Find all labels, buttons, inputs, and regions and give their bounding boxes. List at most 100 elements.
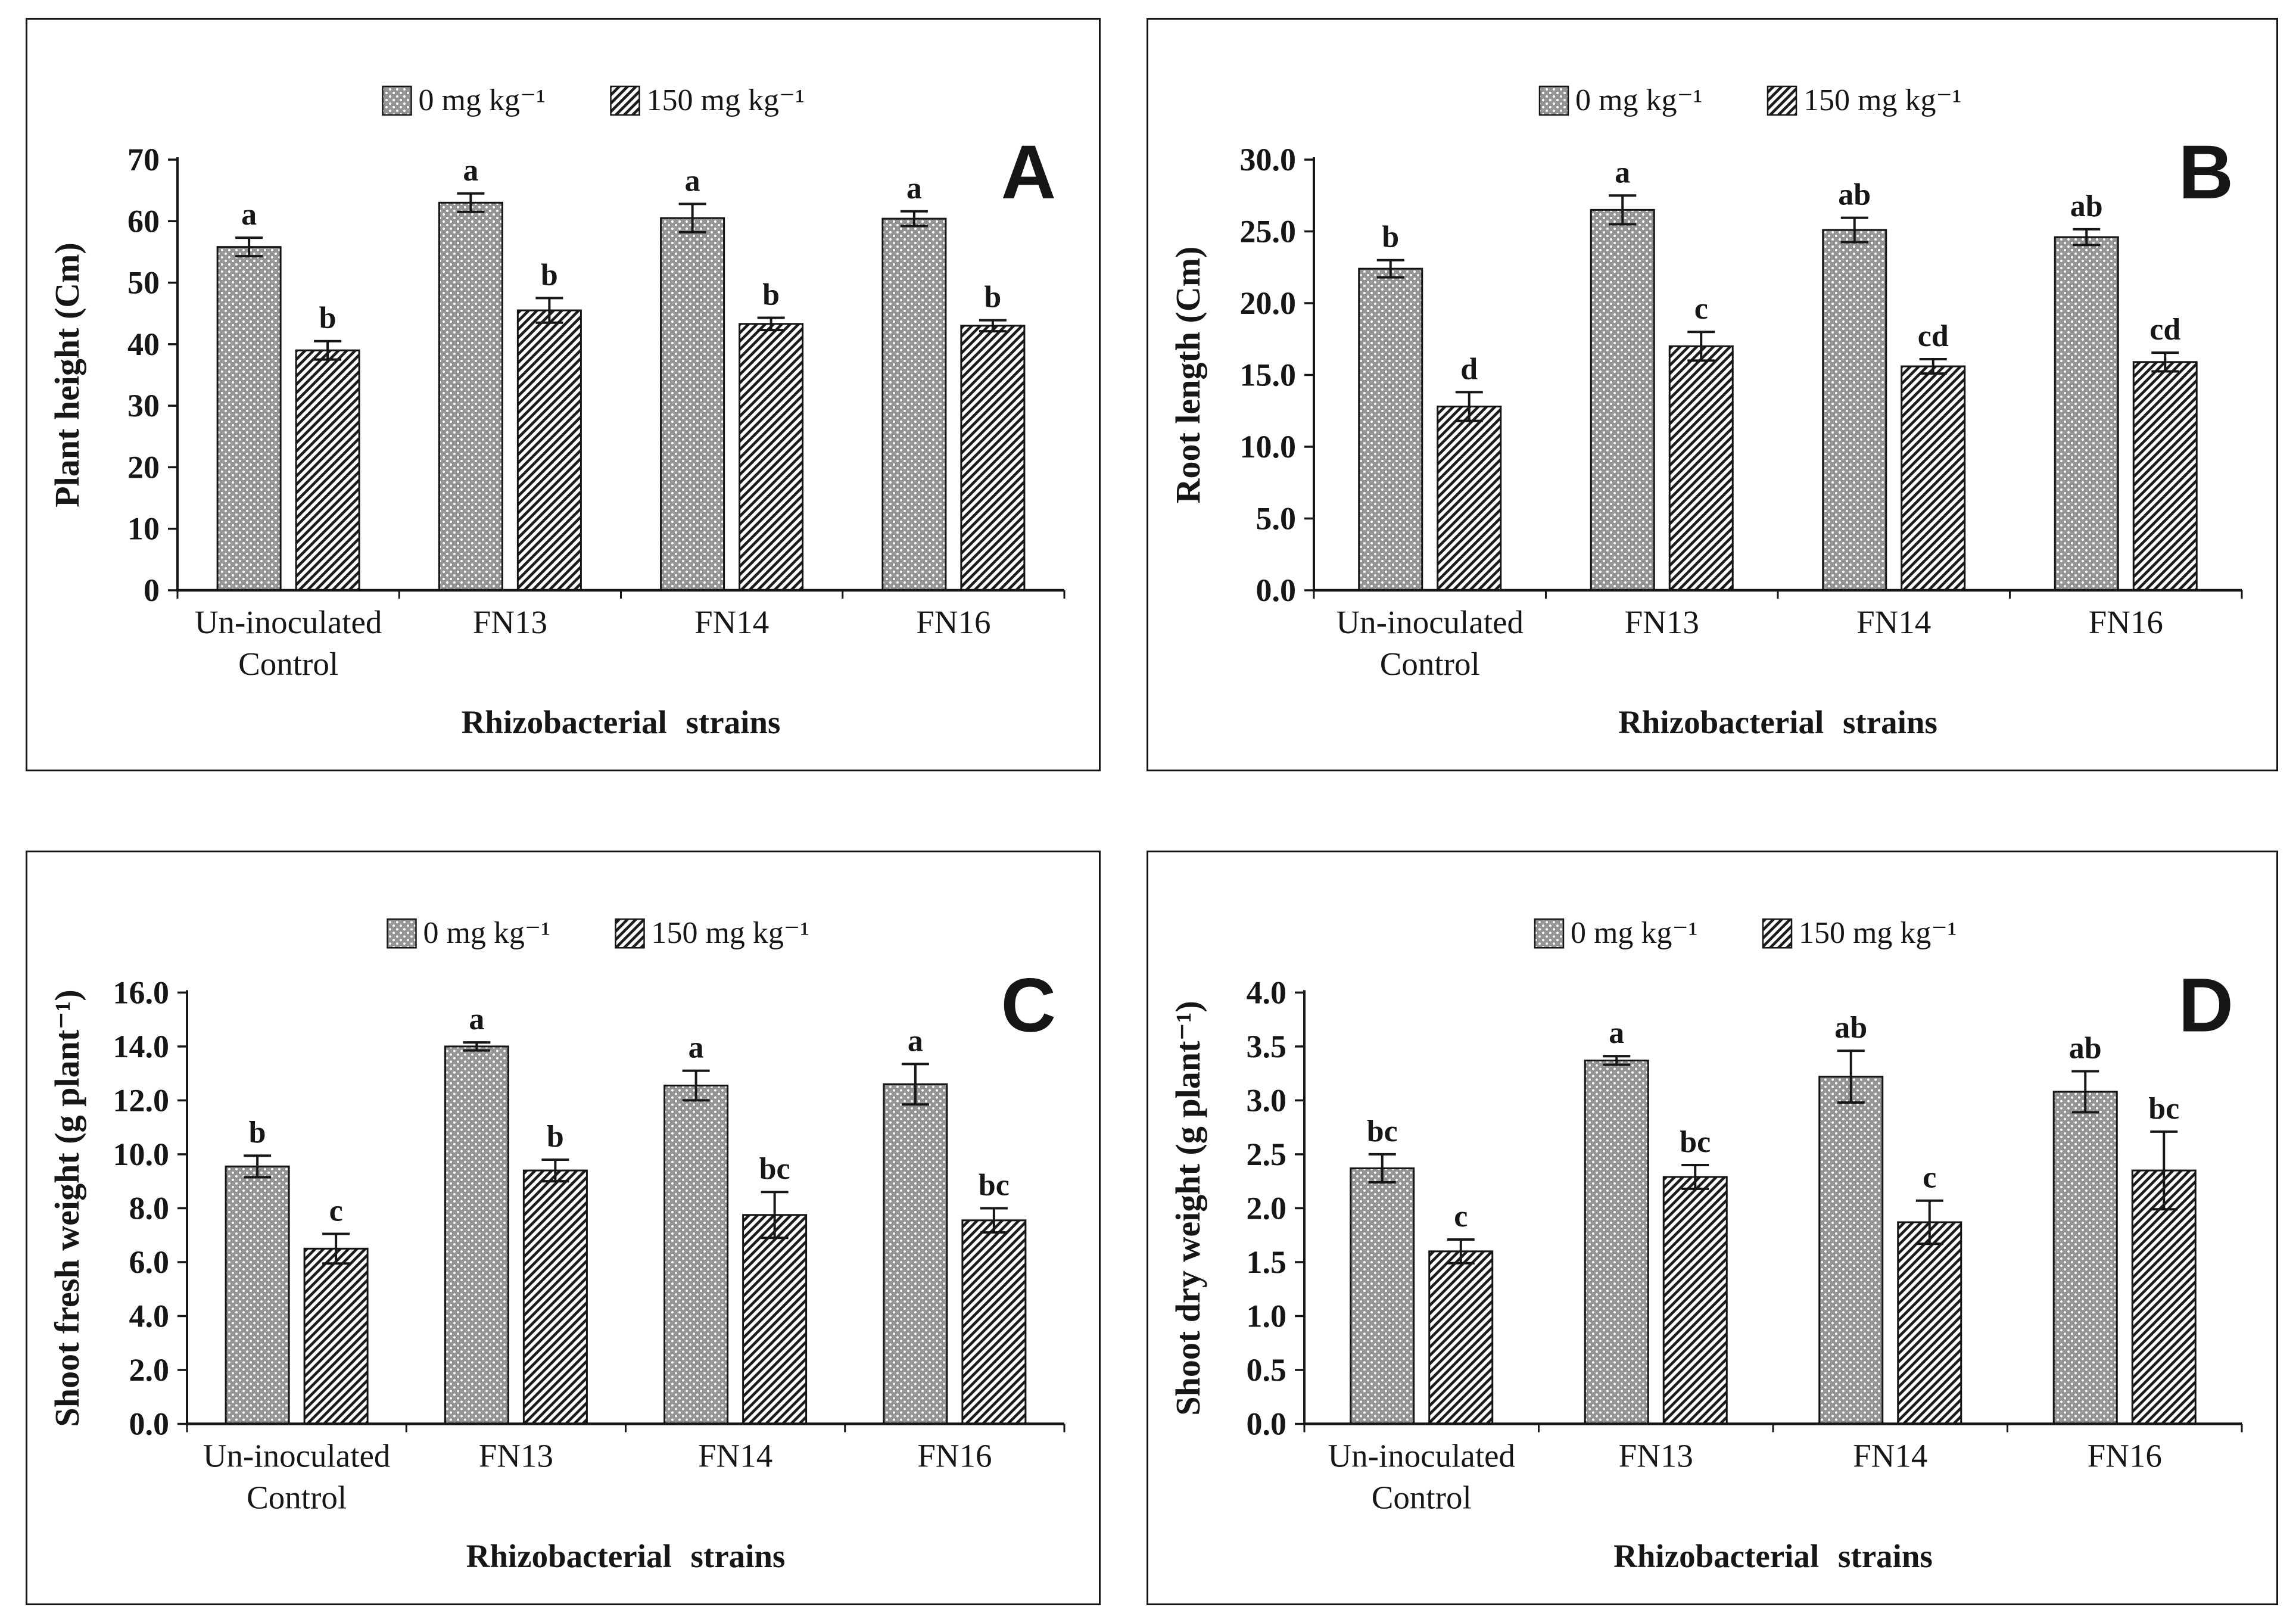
y-tick-label: 3.5: [1247, 1029, 1286, 1064]
significance-letter: a: [241, 198, 257, 232]
x-category-label: FN16: [2089, 604, 2163, 640]
y-tick-label: 0.5: [1247, 1352, 1286, 1388]
x-category-label: Un-inoculated: [1336, 604, 1524, 640]
x-category-label: FN13: [479, 1438, 553, 1474]
panel-C: C 0 mg kg⁻¹ 150 mg kg⁻¹ 0.0 2.0 4.0 6.0 8.0 10.0…: [26, 851, 1101, 1605]
bar-dots-FN16: [881, 217, 947, 591]
significance-letter: bc: [1367, 1114, 1398, 1148]
y-tick-label: 30: [127, 388, 160, 423]
significance-letter: a: [685, 164, 700, 198]
y-tick-label: 6.0: [129, 1244, 169, 1280]
legend-label: 0 mg kg⁻¹: [1575, 83, 1702, 117]
y-tick-label: 1.5: [1247, 1244, 1286, 1280]
chart-shoot-fresh-weight: C 0 mg kg⁻¹ 150 mg kg⁻¹ 0.0 2.0 4.0 6.0 8.0 10.0…: [48, 916, 1066, 1574]
chart-root-length: B 0 mg kg⁻¹ 150 mg kg⁻¹ 0.0 5.0 10.0 15.0 20.0 2…: [1169, 83, 2243, 740]
significance-letter: b: [541, 258, 558, 292]
significance-letter: bc: [1680, 1125, 1711, 1159]
bar-dots-Un-inoculated Control: [1358, 267, 1423, 591]
y-tick-label: 2.0: [1247, 1190, 1286, 1226]
significance-letter: a: [1615, 155, 1630, 189]
bar-dots-Un-inoculated Control: [1350, 1167, 1415, 1425]
significance-letter: c: [1454, 1200, 1468, 1234]
significance-letter: ab: [1838, 178, 1871, 212]
significance-letter: b: [984, 281, 1001, 314]
panel-letter: A: [1001, 130, 1056, 215]
y-tick-label: 4.0: [129, 1298, 169, 1334]
y-tick-label: 20.0: [1240, 285, 1297, 321]
bar-dots-FN16: [883, 1083, 948, 1425]
y-tick-label: 10.0: [1240, 429, 1297, 465]
x-category-label: FN16: [916, 604, 990, 640]
y-tick-label: 2.5: [1247, 1136, 1286, 1172]
bar-hatch-FN16: [961, 1219, 1027, 1425]
y-axis-title: Shoot dry weight (g plant⁻¹): [1169, 1001, 1207, 1416]
significance-letter: b: [547, 1120, 564, 1154]
y-tick-label: 50: [127, 265, 160, 301]
x-category-label: Un-inoculated: [203, 1438, 391, 1474]
y-tick-label: 25.0: [1240, 214, 1297, 250]
bar-hatch-FN13: [1662, 1176, 1728, 1425]
significance-letter: b: [762, 278, 780, 312]
legend-swatch-dots: [1534, 918, 1565, 949]
legend-swatch-hatch: [610, 85, 640, 116]
bar-hatch-FN13: [1668, 345, 1734, 591]
significance-letter: d: [1460, 352, 1478, 386]
significance-letter: ab: [2069, 1031, 2102, 1065]
legend-label: 0 mg kg⁻¹: [423, 916, 550, 950]
x-category-label: Control: [1372, 1480, 1472, 1516]
bar-hatch-FN14: [739, 323, 804, 591]
panel-B: B 0 mg kg⁻¹ 150 mg kg⁻¹ 0.0 5.0 10.0 15.0 20.0 2…: [1147, 18, 2278, 771]
significance-letter: cd: [2149, 313, 2180, 347]
panel-letter: D: [2179, 963, 2233, 1048]
bar-hatch-FN14: [742, 1214, 808, 1425]
y-tick-label: 60: [127, 203, 160, 239]
y-axis-title: Shoot fresh weight (g plant⁻¹): [48, 989, 86, 1427]
y-tick-label: 15.0: [1240, 357, 1297, 393]
x-category-label: FN14: [1856, 604, 1931, 640]
x-axis-title: Rhizobacterial strains: [466, 1538, 786, 1574]
bar-dots-FN14: [1818, 1076, 1884, 1425]
bar-hatch-FN14: [1901, 365, 1966, 591]
bar-hatch-FN13: [516, 309, 582, 591]
significance-letter: a: [469, 1002, 484, 1036]
significance-letter: c: [329, 1194, 343, 1228]
chart-shoot-dry-weight: D 0 mg kg⁻¹ 150 mg kg⁻¹ 0.0 0.5 1.0 1.5 2.0 2.5 3…: [1169, 916, 2243, 1574]
x-category-label: FN13: [473, 604, 547, 640]
x-category-label: FN14: [1853, 1438, 1927, 1474]
significance-letter: c: [1694, 292, 1708, 326]
bar-hatch-FN16: [960, 325, 1026, 591]
panel-letter: B: [2179, 130, 2233, 215]
legend-label: 0 mg kg⁻¹: [1571, 916, 1697, 950]
x-category-label: Control: [238, 646, 338, 682]
panel-letter: C: [1001, 963, 1056, 1048]
bar-dots-FN13: [1590, 208, 1655, 591]
y-tick-label: 0.0: [1256, 572, 1297, 608]
bar-hatch-FN13: [522, 1169, 588, 1425]
bar-hatch-Un-inoculated Control: [303, 1247, 369, 1425]
y-axis-title: Root length (Cm): [1169, 247, 1207, 504]
y-axis-title: Plant height (Cm): [48, 242, 86, 507]
significance-letter: b: [1382, 220, 1399, 254]
y-tick-label: 2.0: [129, 1352, 169, 1388]
legend-label: 0 mg kg⁻¹: [419, 83, 546, 117]
legend-label: 150 mg kg⁻¹: [652, 916, 809, 950]
y-tick-label: 8.0: [129, 1190, 169, 1226]
bar-hatch-Un-inoculated Control: [295, 349, 360, 591]
x-category-label: Control: [1380, 646, 1480, 682]
bar-dots-Un-inoculated Control: [225, 1165, 290, 1425]
significance-letter: b: [319, 301, 337, 335]
y-tick-label: 5.0: [1256, 501, 1297, 537]
significance-letter: a: [463, 154, 478, 188]
y-tick-label: 10: [127, 511, 160, 547]
y-tick-label: 16.0: [113, 974, 169, 1010]
y-tick-label: 14.0: [113, 1029, 169, 1064]
significance-letter: a: [1609, 1016, 1624, 1050]
bar-dots-FN16: [2054, 236, 2119, 591]
x-category-label: Un-inoculated: [1328, 1438, 1515, 1474]
bar-dots-FN13: [438, 201, 503, 591]
panel-D: D 0 mg kg⁻¹ 150 mg kg⁻¹ 0.0 0.5 1.0 1.5 2.0 2.5 3…: [1147, 851, 2278, 1605]
x-category-label: FN13: [1619, 1438, 1693, 1474]
y-tick-label: 0.0: [1247, 1406, 1286, 1442]
legend-label: 150 mg kg⁻¹: [1803, 83, 1961, 117]
